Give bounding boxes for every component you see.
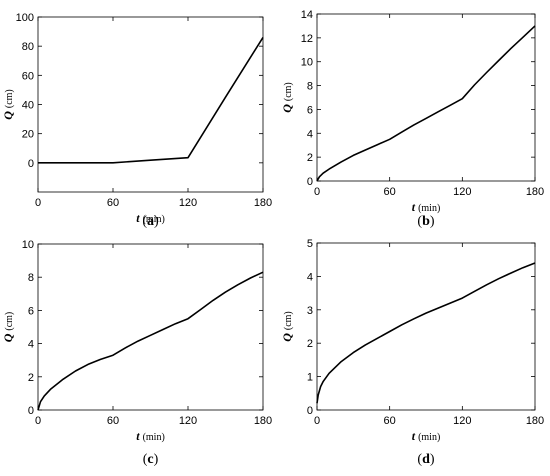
y-tick-label: 2 [28, 372, 34, 384]
y-tick-label: 0 [307, 405, 313, 417]
y-tick-label: 0 [307, 176, 313, 188]
chart-panel-3: 0 2 4 6 8 10 0 60 120 180 t (min) Q (cm) (c) [1, 239, 272, 467]
y-tick-label: 3 [307, 305, 313, 317]
plot-frame [37, 243, 264, 411]
y-axis-symbol: Q [280, 333, 294, 342]
y-tick-label: 4 [28, 339, 34, 351]
x-axis-label: t (min) [412, 200, 441, 214]
x-tick-label: 0 [314, 415, 320, 427]
x-axis-unit: (min) [143, 214, 165, 225]
plot-frame [316, 242, 536, 411]
x-tick-label: 180 [254, 197, 272, 209]
y-tick-label: 0 [28, 405, 34, 417]
y-tick-label: 10 [301, 57, 313, 69]
y-tick-label: 1 [307, 372, 313, 384]
plot-frame [37, 16, 264, 193]
x-tick-label: 120 [179, 415, 197, 427]
panel-label: (d) [417, 452, 434, 467]
panel-label: (b) [417, 214, 434, 229]
y-tick-label: 4 [307, 128, 313, 140]
x-tick-label: 0 [35, 197, 41, 209]
x-tick-label: 180 [254, 415, 272, 427]
x-axis-symbol: t [412, 200, 416, 214]
y-tick-label: 8 [28, 272, 34, 284]
x-tick-label: 60 [107, 197, 119, 209]
y-tick-label: 60 [22, 70, 34, 82]
chart-panel-4: 0 1 2 3 4 5 0 60 120 180 t (min) Q (cm) (d) [280, 238, 544, 467]
x-axis-symbol: t [136, 211, 140, 225]
x-axis-symbol: t [136, 429, 140, 443]
y-tick-label: 2 [307, 152, 313, 164]
y-tick-label: 8 [307, 81, 313, 93]
y-axis-unit: (cm) [283, 311, 294, 330]
y-axis-unit: (cm) [4, 312, 15, 331]
y-tick-label: 40 [22, 100, 34, 112]
x-axis-label: t (min) [412, 429, 441, 443]
y-axis-unit: (cm) [283, 82, 294, 101]
y-axis-label: Q (cm) [280, 82, 294, 113]
chart-panel-1: 0 20 40 60 80 100 0 60 120 180 t (min) Q (cm) (a) [1, 12, 272, 229]
panel-label: (c) [143, 452, 159, 467]
y-tick-label: 12 [301, 33, 313, 45]
x-tick-label: 120 [453, 186, 471, 198]
x-tick-label: 120 [453, 415, 471, 427]
x-axis-unit: (min) [143, 432, 165, 443]
series-line [316, 262, 536, 404]
y-axis-symbol: Q [1, 333, 15, 342]
y-axis-symbol: Q [1, 111, 15, 120]
y-tick-label: 6 [307, 104, 313, 116]
x-axis-label: t (min) [136, 211, 165, 225]
x-axis-label: t (min) [136, 429, 165, 443]
y-tick-label: 5 [307, 238, 313, 250]
y-tick-label: 6 [28, 305, 34, 317]
y-axis-unit: (cm) [4, 89, 15, 108]
series-line [316, 25, 536, 182]
y-tick-label: 80 [22, 41, 34, 53]
x-axis-unit: (min) [418, 203, 440, 214]
x-axis-unit: (min) [418, 432, 440, 443]
y-tick-label: 10 [22, 239, 34, 251]
y-axis-symbol: Q [280, 104, 294, 113]
y-tick-label: 2 [307, 338, 313, 350]
x-tick-label: 60 [384, 186, 396, 198]
x-tick-label: 180 [526, 415, 544, 427]
x-tick-label: 120 [179, 197, 197, 209]
y-axis-label: Q (cm) [1, 89, 15, 120]
chart-panel-2: 0 2 4 6 8 10 12 14 0 60 120 180 t (min) Q (cm) (b) [280, 9, 544, 229]
y-tick-label: 0 [28, 158, 34, 170]
y-axis-label: Q (cm) [280, 311, 294, 342]
y-tick-label: 4 [307, 271, 313, 283]
x-tick-label: 180 [526, 186, 544, 198]
y-axis-label: Q (cm) [1, 312, 15, 343]
plot-frame [316, 13, 536, 182]
y-tick-label: 20 [22, 129, 34, 141]
series-line [37, 271, 264, 411]
x-tick-label: 0 [35, 415, 41, 427]
x-tick-label: 0 [314, 186, 320, 198]
y-tick-label: 100 [16, 12, 34, 24]
x-tick-label: 60 [384, 415, 396, 427]
x-tick-label: 60 [107, 415, 119, 427]
y-tick-label: 14 [301, 9, 313, 21]
x-axis-symbol: t [412, 429, 416, 443]
panel-label: (a) [142, 214, 159, 229]
series-line [38, 36, 264, 164]
